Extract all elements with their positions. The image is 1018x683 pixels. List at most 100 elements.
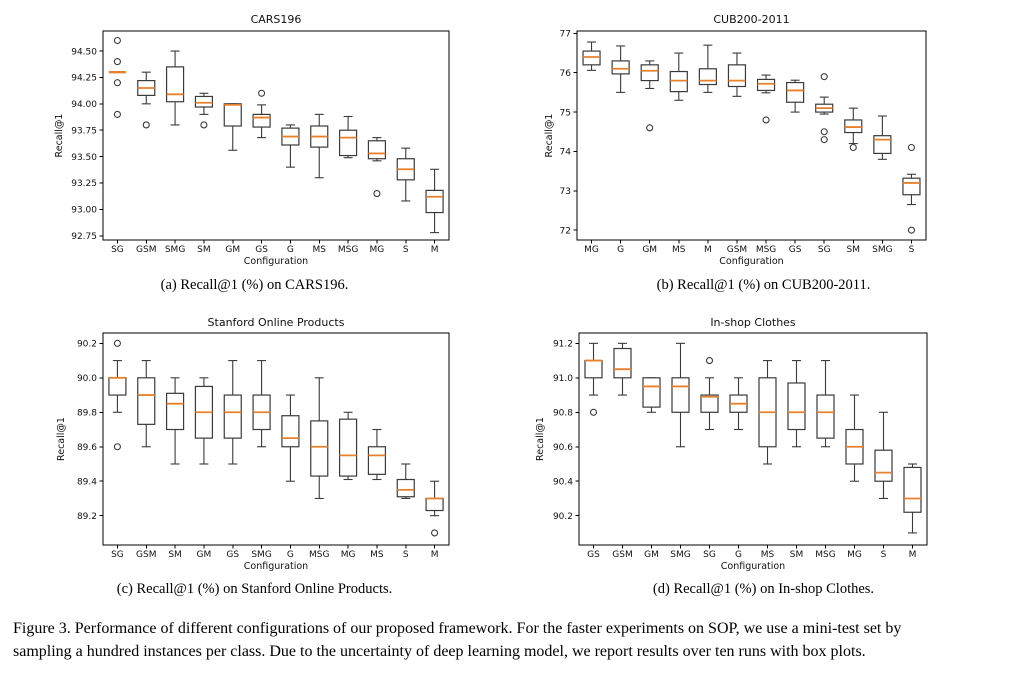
subcaption-d: (d) Recall@1 (%) on In-shop Clothes.: [652, 581, 875, 597]
figure-caption-line1: Figure 3. Performance of different confi…: [13, 620, 902, 637]
box-GSM: [727, 52, 747, 97]
box-G: [729, 377, 748, 431]
y-axis-label: Recall@1: [535, 417, 546, 461]
iqr-box: [310, 420, 329, 477]
y-tick-label: 76: [560, 69, 572, 79]
x-tick-label: SG: [818, 245, 831, 255]
box-S: [902, 143, 921, 234]
outlier-marker: [820, 73, 828, 81]
panel-cub200: 72 73 74 75 76 77 MG G GM MS M GSM MSG GS SG SM SMG S CUB2…: [509, 0, 1018, 300]
x-tick-label: GS: [789, 245, 802, 255]
box-GS: [252, 89, 271, 139]
box-S: [874, 411, 893, 500]
outlier-marker: [113, 110, 121, 118]
box-GSM: [137, 71, 156, 129]
y-axis-label: Recall@1: [544, 114, 555, 158]
x-tick-label: GS: [255, 245, 268, 255]
y-axis-label: Recall@1: [54, 114, 65, 158]
iqr-box: [338, 129, 358, 157]
chart-title: Stanford Online Products: [208, 316, 345, 329]
y-tick-label: 90.6: [553, 443, 573, 453]
x-tick-label: G: [287, 245, 294, 255]
x-tick-label: G: [617, 245, 624, 255]
iqr-box: [642, 377, 661, 408]
x-tick-label: MSG: [815, 550, 835, 560]
y-tick-label: 91.2: [553, 340, 573, 350]
box-GS: [223, 360, 242, 465]
x-tick-label: SG: [111, 550, 124, 560]
iqr-box: [252, 113, 271, 128]
x-tick-label: SMG: [872, 245, 892, 255]
iqr-box: [669, 70, 688, 93]
iqr-box: [396, 478, 415, 498]
iqr-box: [874, 449, 893, 482]
x-tick-label: M: [431, 550, 439, 560]
y-tick-label: 89.6: [77, 443, 97, 453]
box-G: [281, 394, 300, 482]
y-tick-label: 92.75: [71, 232, 97, 242]
iqr-box: [367, 140, 387, 160]
iqr-box: [787, 382, 806, 431]
x-tick-label: MG: [370, 245, 385, 255]
iqr-box: [698, 68, 717, 86]
y-tick-label: 90.2: [77, 340, 97, 350]
box-MS: [669, 52, 688, 101]
x-tick-label: GM: [225, 245, 240, 255]
y-tick-label: 94.50: [71, 47, 97, 57]
x-tick-label: S: [403, 245, 409, 255]
iqr-box: [281, 415, 300, 448]
x-tick-label: SMG: [670, 550, 690, 560]
x-tick-label: G: [287, 550, 294, 560]
x-tick-label: GSM: [727, 245, 747, 255]
x-tick-label: GS: [226, 550, 239, 560]
outlier-marker: [820, 136, 828, 144]
box-SMG: [165, 50, 185, 126]
outlier-marker: [820, 128, 828, 136]
x-axis-label: Configuration: [244, 561, 308, 572]
box-G: [281, 124, 300, 168]
outlier-marker: [113, 79, 121, 87]
y-tick-label: 93.75: [71, 126, 97, 136]
box-MS: [367, 428, 387, 481]
outlier-marker: [142, 121, 150, 129]
outlier-marker: [907, 226, 916, 234]
x-tick-label: MG: [341, 550, 356, 560]
y-tick-label: 93.00: [71, 206, 97, 216]
y-tick-label: 94.25: [71, 74, 97, 84]
x-tick-label: MSG: [338, 245, 358, 255]
x-tick-label: MS: [672, 245, 686, 255]
iqr-box: [584, 359, 603, 379]
box-GSM: [613, 342, 632, 396]
iqr-box: [223, 103, 242, 127]
box-MG: [582, 41, 601, 71]
iqr-box: [223, 394, 242, 439]
box-SG: [815, 73, 834, 144]
iqr-box: [165, 66, 185, 103]
x-tick-label: GSM: [612, 550, 632, 560]
box-SG: [108, 339, 127, 451]
x-tick-label: MG: [584, 245, 599, 255]
boxplot-inshop: 90.290.490.690.891.091.2GS GSM GM SMG SG G MS S…: [535, 316, 928, 572]
box-SG: [700, 357, 719, 431]
x-tick-label: GS: [587, 550, 600, 560]
box-MG: [845, 394, 864, 482]
iqr-box: [613, 347, 632, 379]
iqr-box: [903, 466, 922, 513]
axes-frame: [102, 332, 450, 546]
y-tick-label: 74: [560, 148, 572, 158]
outlier-marker: [258, 89, 266, 97]
x-tick-label: S: [403, 550, 409, 560]
y-tick-label: 90.2: [553, 512, 573, 522]
x-tick-label: SMG: [251, 550, 271, 560]
y-tick-label: 77: [560, 30, 571, 40]
outlier-marker: [113, 58, 121, 66]
x-tick-label: M: [704, 245, 712, 255]
box-GM: [642, 377, 661, 413]
box-GS: [584, 342, 603, 416]
y-tick-label: 73: [560, 187, 571, 197]
iqr-box: [108, 377, 127, 396]
outlier-marker: [113, 443, 121, 451]
subcaption-b: (b) Recall@1 (%) on CUB200-2011.: [656, 277, 871, 293]
y-tick-label: 90.0: [77, 374, 97, 384]
x-tick-label: S: [909, 245, 915, 255]
